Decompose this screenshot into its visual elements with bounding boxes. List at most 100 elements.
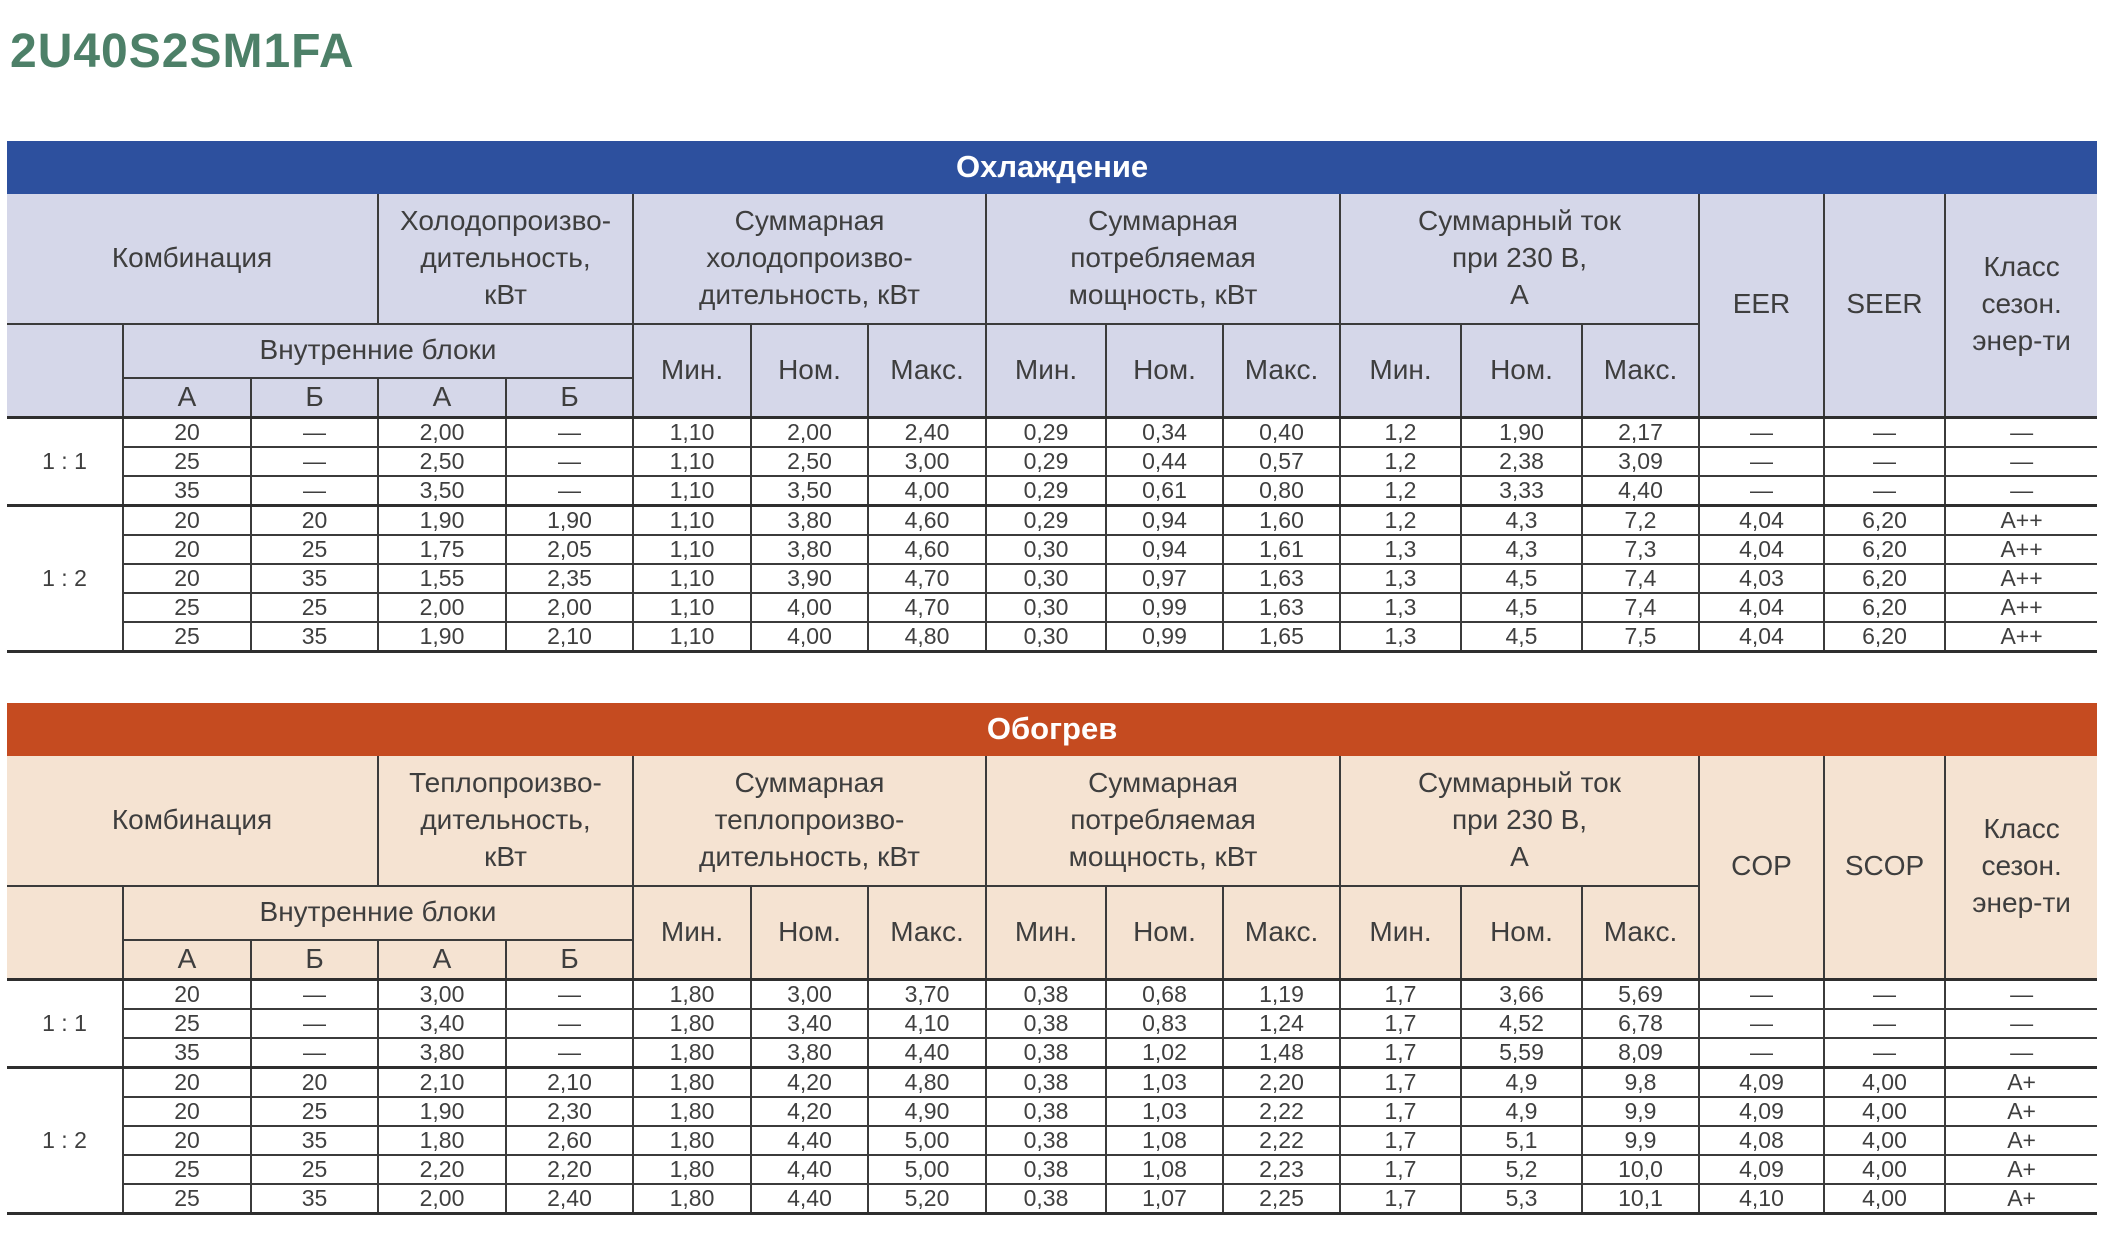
value-cell: 6,20 bbox=[1823, 620, 1945, 652]
value-cell: 2,00 bbox=[750, 415, 868, 447]
value-cell: 4,60 bbox=[867, 503, 986, 535]
value-cell: 20 bbox=[122, 1124, 251, 1155]
value-cell: — bbox=[1943, 1007, 2098, 1038]
value-cell: 0,94 bbox=[1105, 503, 1223, 535]
header-min: Мин. bbox=[985, 885, 1106, 980]
cooling-band-title: Охлаждение bbox=[7, 140, 2098, 194]
value-cell: — bbox=[1943, 474, 2098, 506]
header-total-current: Суммарный ток при 230 В, А bbox=[1339, 755, 1699, 887]
value-cell: 1,02 bbox=[1105, 1036, 1223, 1068]
value-cell: 1,7 bbox=[1339, 1065, 1461, 1097]
value-cell: 3,80 bbox=[377, 1036, 506, 1068]
value-cell: A+ bbox=[1943, 1065, 2098, 1097]
value-cell: 4,70 bbox=[867, 562, 986, 593]
value-cell: 4,00 bbox=[1823, 1124, 1945, 1155]
value-cell: — bbox=[1698, 977, 1824, 1009]
value-cell: 4,20 bbox=[750, 1095, 868, 1126]
value-cell: 0,99 bbox=[1105, 591, 1223, 622]
header-unit-a: А bbox=[122, 939, 251, 980]
value-cell: 35 bbox=[122, 1036, 251, 1068]
value-cell: 0,30 bbox=[985, 620, 1106, 652]
value-cell: — bbox=[505, 415, 633, 447]
value-cell: 2,10 bbox=[505, 620, 633, 652]
value-cell: 3,80 bbox=[750, 503, 868, 535]
value-cell: 7,2 bbox=[1581, 503, 1699, 535]
value-cell: 0,29 bbox=[985, 445, 1106, 476]
header-unit-a: А bbox=[377, 377, 506, 418]
value-cell: 0,29 bbox=[985, 415, 1106, 447]
value-cell: 4,00 bbox=[1823, 1182, 1945, 1214]
value-cell: 20 bbox=[122, 977, 251, 1009]
value-cell: 7,4 bbox=[1581, 562, 1699, 593]
value-cell: 2,20 bbox=[505, 1153, 633, 1184]
value-cell: 20 bbox=[122, 1065, 251, 1097]
value-cell: 25 bbox=[122, 445, 251, 476]
value-cell: 7,5 bbox=[1581, 620, 1699, 652]
value-cell: 4,20 bbox=[750, 1065, 868, 1097]
value-cell: 25 bbox=[122, 1007, 251, 1038]
value-cell: 1,03 bbox=[1105, 1095, 1223, 1126]
value-cell: 0,83 bbox=[1105, 1007, 1223, 1038]
header-min: Мин. bbox=[985, 323, 1106, 418]
value-cell: 2,38 bbox=[1460, 445, 1582, 476]
value-cell: A+ bbox=[1943, 1095, 2098, 1126]
value-cell: 3,00 bbox=[867, 445, 986, 476]
value-cell: A++ bbox=[1943, 533, 2098, 564]
value-cell: 4,04 bbox=[1698, 591, 1824, 622]
value-cell: — bbox=[250, 1007, 378, 1038]
value-cell: 1,60 bbox=[1222, 503, 1340, 535]
value-cell: 4,00 bbox=[750, 591, 868, 622]
value-cell: 20 bbox=[122, 415, 251, 447]
value-cell: 35 bbox=[250, 562, 378, 593]
header-energy-class: Класс сезон. энер-ти bbox=[1943, 193, 2098, 418]
value-cell: 0,44 bbox=[1105, 445, 1223, 476]
value-cell: 4,40 bbox=[750, 1124, 868, 1155]
catalog-page: 2U40S2SM1FA Охлаждение Комбинация Холодо… bbox=[0, 25, 2104, 1236]
value-cell: 4,40 bbox=[750, 1153, 868, 1184]
value-cell: 0,99 bbox=[1105, 620, 1223, 652]
value-cell: 0,38 bbox=[985, 1095, 1106, 1126]
value-cell: 25 bbox=[250, 533, 378, 564]
value-cell: — bbox=[505, 474, 633, 506]
value-cell: 2,20 bbox=[377, 1153, 506, 1184]
header-indoor-units: Внутренние блоки bbox=[122, 885, 633, 941]
value-cell: 9,9 bbox=[1581, 1095, 1699, 1126]
value-cell: 4,09 bbox=[1698, 1065, 1824, 1097]
value-cell: 35 bbox=[250, 1124, 378, 1155]
value-cell: 2,50 bbox=[750, 445, 868, 476]
value-cell: 2,40 bbox=[867, 415, 986, 447]
header-capacity: Холодопроизво- дительность, кВт bbox=[377, 193, 633, 325]
value-cell: 20 bbox=[122, 533, 251, 564]
value-cell: 4,04 bbox=[1698, 533, 1824, 564]
value-cell: 3,70 bbox=[867, 977, 986, 1009]
value-cell: 1,7 bbox=[1339, 1124, 1461, 1155]
header-unit-b: Б bbox=[250, 377, 378, 418]
value-cell: 35 bbox=[122, 474, 251, 506]
value-cell: 4,40 bbox=[867, 1036, 986, 1068]
value-cell: — bbox=[250, 415, 378, 447]
value-cell: 1,07 bbox=[1105, 1182, 1223, 1214]
value-cell: 4,00 bbox=[1823, 1153, 1945, 1184]
table-row: 25—2,50—1,10 2,50 3,00 0,29 0,44 0,57 1,2 2,38 3… bbox=[7, 445, 2098, 476]
header-max: Макс. bbox=[1222, 885, 1340, 980]
header-total-current: Суммарный ток при 230 В, А bbox=[1339, 193, 1699, 325]
value-cell: 1,10 bbox=[632, 415, 751, 447]
value-cell: 4,00 bbox=[1823, 1095, 1945, 1126]
value-cell: 0,80 bbox=[1222, 474, 1340, 506]
value-cell: — bbox=[1943, 1036, 2098, 1068]
header-blank bbox=[7, 323, 123, 418]
header-scop: SCOP bbox=[1823, 755, 1945, 980]
value-cell: 1,80 bbox=[632, 1095, 751, 1126]
value-cell: — bbox=[505, 1036, 633, 1068]
value-cell: — bbox=[1698, 474, 1824, 506]
value-cell: 2,20 bbox=[1222, 1065, 1340, 1097]
value-cell: 4,00 bbox=[750, 620, 868, 652]
header-min: Мин. bbox=[632, 323, 751, 418]
value-cell: 4,3 bbox=[1460, 503, 1582, 535]
header-unit-a: А bbox=[122, 377, 251, 418]
header-total-power: Суммарная потребляемая мощность, кВт bbox=[985, 193, 1340, 325]
combination-ratio-cell: 1 : 2 bbox=[7, 1065, 123, 1214]
value-cell: 2,17 bbox=[1581, 415, 1699, 447]
value-cell: 1,7 bbox=[1339, 1036, 1461, 1068]
table-row: 35—3,80—1,80 3,80 4,40 0,38 1,02 1,48 1,7 5,59 8… bbox=[7, 1036, 2098, 1068]
